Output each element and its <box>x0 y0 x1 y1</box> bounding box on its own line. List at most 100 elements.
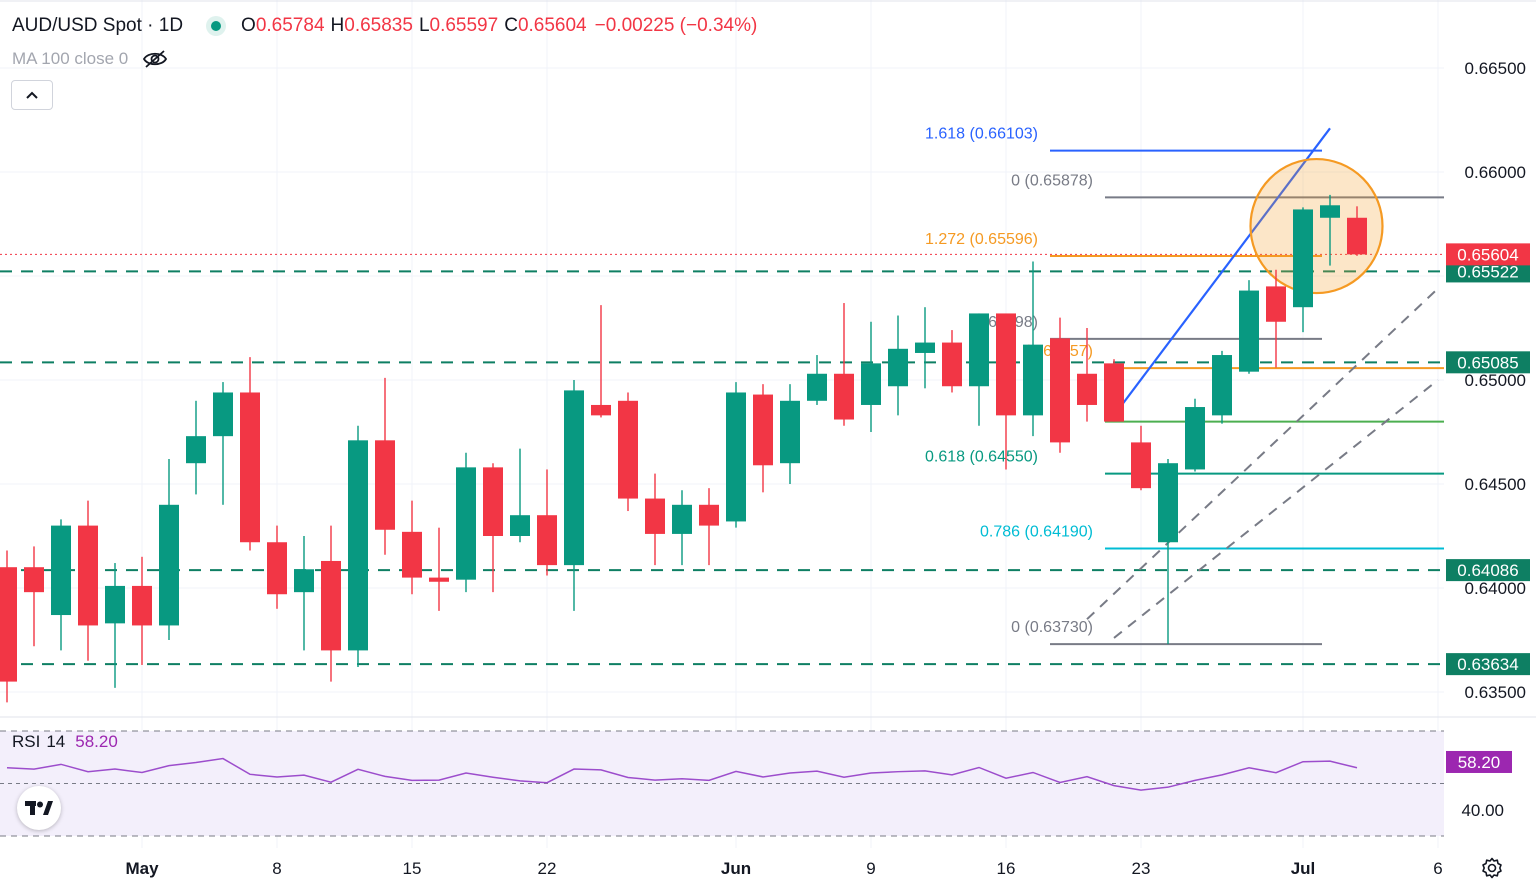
candle-body <box>1050 338 1070 443</box>
candle-body <box>0 567 17 682</box>
candle-body <box>456 467 476 580</box>
candle-body <box>1104 363 1124 422</box>
support-price-tag: 0.63634 <box>1457 655 1518 674</box>
open-label: O <box>241 15 256 36</box>
chart-settings-gear-icon[interactable] <box>1480 856 1504 880</box>
time-axis-label: 15 <box>403 859 422 878</box>
candle <box>915 307 935 389</box>
chevron-up-icon <box>26 91 38 99</box>
price-axis-tick: 0.64500 <box>1465 475 1526 494</box>
candle-body <box>645 498 665 534</box>
candle <box>1347 206 1367 256</box>
rsi-value-tag-bg <box>1446 750 1512 773</box>
candle-body <box>159 504 179 626</box>
candle <box>564 380 584 611</box>
fib-level-label: 1.272 (0.65596) <box>925 231 1038 248</box>
candle-body <box>699 504 719 526</box>
time-axis-label: 23 <box>1132 859 1151 878</box>
candle-body <box>78 525 98 626</box>
candle <box>51 519 71 651</box>
collapse-legend-button[interactable] <box>11 80 53 110</box>
candle-body <box>564 390 584 566</box>
candle <box>1185 398 1205 472</box>
support-price-tag-bg <box>1446 559 1530 582</box>
time-axis-label: May <box>125 859 159 878</box>
candle-body <box>105 585 125 624</box>
candle-body <box>1320 205 1340 218</box>
price-axis-tick: 0.64000 <box>1465 579 1526 598</box>
last-price-tag: 0.65604 <box>1457 245 1518 264</box>
candle-body <box>213 392 233 437</box>
change-value: −0.00225 (−0.34%) <box>594 15 758 36</box>
candle <box>1050 317 1070 453</box>
tradingview-logo[interactable] <box>17 786 61 830</box>
support-price-tag: 0.65085 <box>1457 353 1518 372</box>
candle <box>1023 261 1043 437</box>
candle-body <box>1266 286 1286 322</box>
candle-body <box>321 560 341 651</box>
candle-body <box>618 400 638 499</box>
candle <box>159 459 179 640</box>
candle-body <box>915 342 935 353</box>
rsi-value-tag: 58.20 <box>1458 753 1501 772</box>
fib-level-label: 0.618 (0.64550) <box>925 449 1038 466</box>
candle <box>24 546 44 647</box>
candle-body <box>996 313 1016 416</box>
candle-body <box>132 585 152 626</box>
candle <box>537 469 557 576</box>
candle-body <box>402 531 422 578</box>
candle-body <box>1158 463 1178 543</box>
candle-body <box>429 577 449 582</box>
candle <box>213 382 233 505</box>
candle <box>132 556 152 665</box>
candle <box>321 525 341 682</box>
rsi-legend[interactable]: RSI 14 58.20 <box>12 732 118 752</box>
candle <box>1266 269 1286 368</box>
time-axis-label: Jun <box>721 859 751 878</box>
rsi-period: 14 <box>46 732 66 751</box>
candle <box>78 500 98 661</box>
candle <box>726 382 746 528</box>
candle <box>888 315 908 416</box>
candle-body <box>726 392 746 522</box>
time-axis-label: Jul <box>1291 859 1316 878</box>
low-label: L <box>418 15 430 36</box>
candle <box>483 463 503 593</box>
candle <box>105 563 125 688</box>
candle <box>1239 280 1259 374</box>
candle <box>402 500 422 595</box>
candle <box>1293 207 1313 333</box>
candle <box>1104 359 1124 422</box>
fib-level-label: 1.618 (0.66103) <box>925 126 1038 143</box>
channel-upper-line <box>1113 127 1331 417</box>
candle-body <box>51 525 71 616</box>
open-value: 0.65784 <box>255 15 325 36</box>
candle-body <box>24 567 44 593</box>
fib-level-label: 0 (0.65878) <box>1011 172 1093 189</box>
candle <box>618 392 638 512</box>
candle <box>591 305 611 418</box>
rsi-axis-tick: 40.00 <box>1461 801 1504 820</box>
candle <box>267 525 287 609</box>
candle <box>456 452 476 593</box>
price-axis-tick: 0.66000 <box>1465 163 1526 182</box>
close-value: 0.65604 <box>517 15 587 36</box>
last-price-tag-bg <box>1446 243 1530 266</box>
candle <box>807 355 827 405</box>
tradingview-logo-icon <box>25 801 53 815</box>
candle-body <box>942 342 962 387</box>
candle <box>240 357 260 551</box>
candle-body <box>807 373 827 401</box>
candle <box>780 384 800 484</box>
candle-body <box>240 392 260 543</box>
candle <box>375 377 395 555</box>
hidden-eye-icon[interactable] <box>142 49 168 69</box>
candle <box>294 536 314 651</box>
low-value: 0.65597 <box>429 15 499 36</box>
rsi-name: RSI <box>12 732 41 751</box>
candle <box>0 550 17 703</box>
symbol-title[interactable]: AUD/USD Spot · 1D <box>12 15 184 36</box>
candle-body <box>1239 290 1259 372</box>
ma-indicator-legend[interactable]: MA 100 close 0 <box>12 49 168 69</box>
